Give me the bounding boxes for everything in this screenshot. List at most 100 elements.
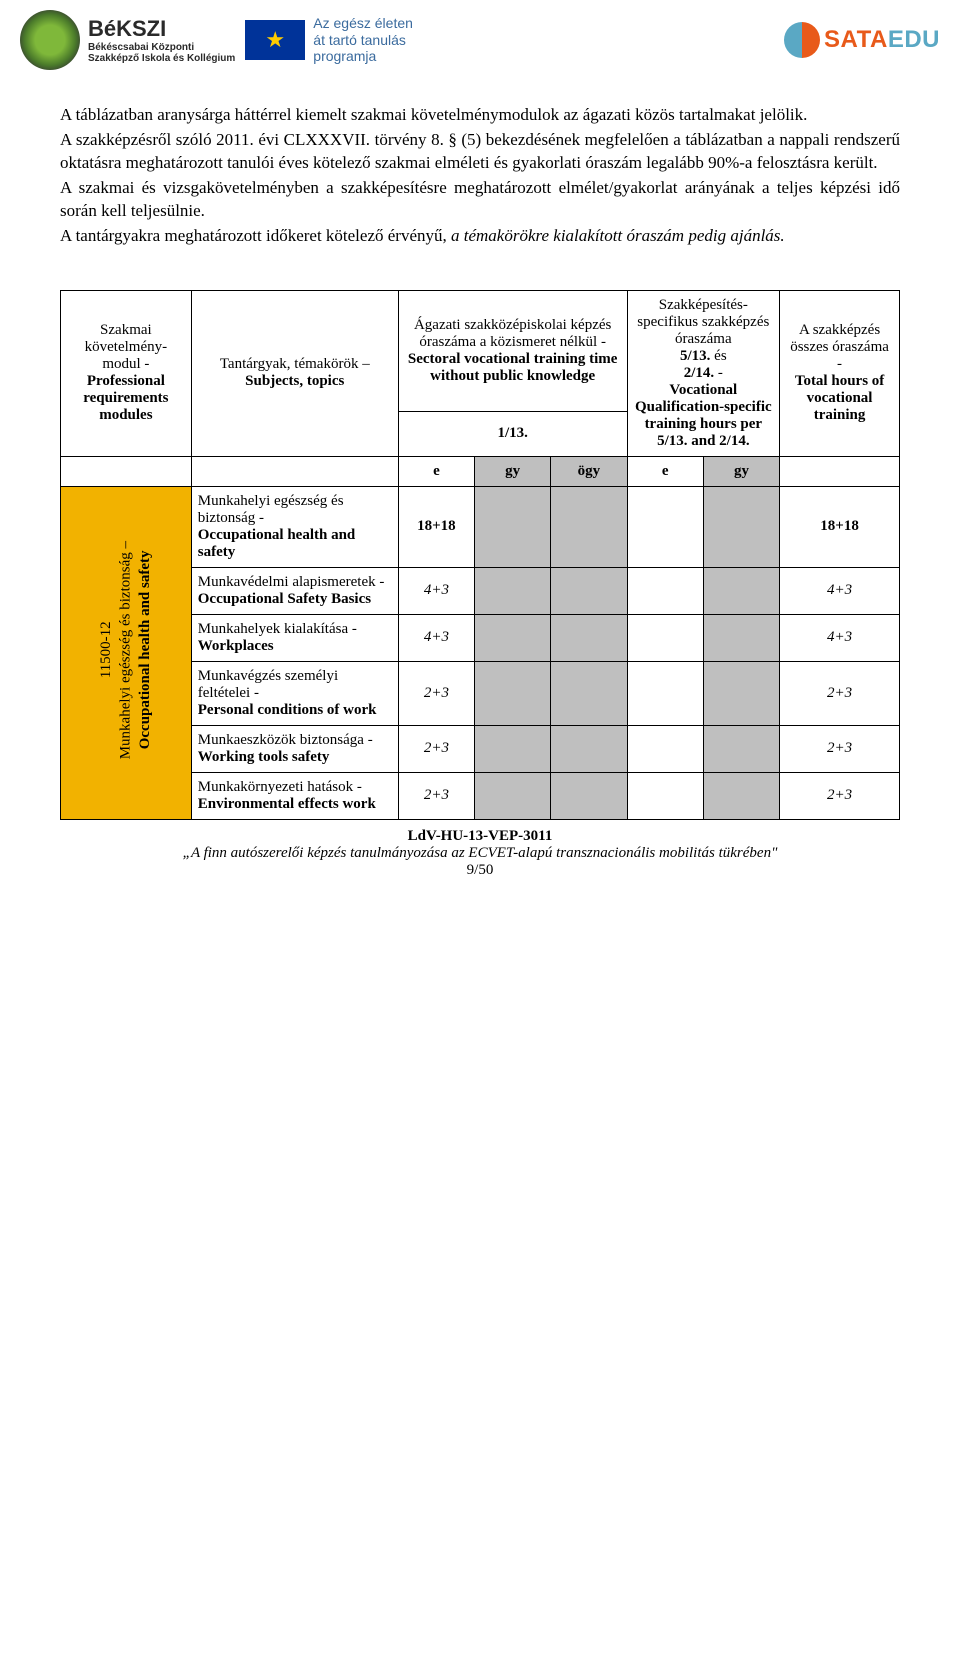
hdr-module-hu: Szakmai követelmény-modul - [85, 322, 167, 372]
val-total-text: 18+18 [820, 518, 859, 534]
hdr-sectoral-hu: Ágazati szakközépiskolai képzés óraszáma… [414, 317, 611, 350]
sub-empty3 [780, 456, 900, 486]
sataedu-name: SATAEDU [824, 26, 940, 54]
val-gy [475, 725, 551, 772]
val-total: 2+3 [780, 725, 900, 772]
paragraph-4: A tantárgyakra meghatározott időkeret kö… [60, 225, 900, 248]
eu-flag-icon: ★ [245, 20, 305, 60]
hdr-specific-d1: per [737, 416, 762, 432]
subject-hu: Munkahelyi egészség és biztonság - [198, 493, 344, 526]
eu-line3: programja [313, 48, 413, 65]
val-total: 2+3 [780, 772, 900, 819]
val-ogy [551, 725, 627, 772]
val-ogy [551, 772, 627, 819]
sub-ogy: ögy [551, 456, 627, 486]
subject-hu: Munkakörnyezeti hatások - [198, 779, 362, 795]
val-ogy [551, 567, 627, 614]
val-e-text: 18+18 [417, 518, 456, 534]
val-e: 4+3 [398, 567, 474, 614]
val-total: 4+3 [780, 567, 900, 614]
subject-cell: Munkahelyi egészség és biztonság - Occup… [191, 486, 398, 567]
subject-cell: Munkavégzés személyi feltételei - Person… [191, 661, 398, 725]
body-paragraphs: A táblázatban aranysárga háttérrel kieme… [0, 80, 960, 270]
hdr-specific-b1: 5/13. [680, 348, 710, 364]
val-total: 4+3 [780, 614, 900, 661]
hdr-sectoral-en: Sectoral vocational training time withou… [408, 351, 618, 384]
subject-en: Environmental effects work [198, 796, 376, 812]
hdr-sectoral-sub-text: 1/13. [497, 425, 527, 441]
subject-hu: Munkahelyek kialakítása - [198, 621, 357, 637]
sataedu-icon [784, 22, 820, 58]
p4-plain: A tantárgyakra meghatározott időkeret kö… [60, 226, 447, 245]
sub-empty1 [61, 456, 192, 486]
val-gy [475, 486, 551, 567]
module-cell: 11500-12 Munkahelyi egészség és biztonsá… [61, 486, 192, 819]
val-gy2 [703, 567, 779, 614]
hdr-sectoral-sub: 1/13. [398, 411, 627, 456]
paragraph-1: A táblázatban aranysárga háttérrel kieme… [60, 104, 900, 127]
hdr-subjects-en: Subjects, topics [245, 373, 344, 389]
val-gy [475, 772, 551, 819]
val-ogy [551, 661, 627, 725]
sataedu-logo: SATAEDU [784, 22, 940, 58]
module-vertical-text: 11500-12 Munkahelyi egészség és biztonsá… [97, 541, 156, 759]
footer-page: 9/50 [0, 862, 960, 879]
hdr-specific-b4: - [714, 365, 723, 381]
eu-logo-block: ★ Az egész életen át tartó tanulás progr… [245, 15, 413, 65]
val-ogy [551, 614, 627, 661]
subject-hu: Munkaeszközök biztonsága - [198, 732, 373, 748]
subject-hu: Munkavégzés személyi feltételei - [198, 668, 338, 701]
subject-cell: Munkahelyek kialakítása - Workplaces [191, 614, 398, 661]
hdr-module: Szakmai követelmény-modul - Professional… [61, 290, 192, 456]
subject-en: Working tools safety [198, 749, 330, 765]
val-gy2 [703, 772, 779, 819]
bekszi-title: BéKSZI [88, 16, 235, 42]
paragraph-2: A szakképzésről szóló 2011. évi CLXXXVII… [60, 129, 900, 175]
sub-empty2 [191, 456, 398, 486]
bekszi-sub2: Szakképző Iskola és Kollégium [88, 53, 235, 64]
hdr-total-en: Total hours of vocational training [795, 373, 884, 423]
eu-text: Az egész életen át tartó tanulás program… [313, 15, 413, 65]
table-subheader-row: e gy ögy e gy [61, 456, 900, 486]
subject-hu: Munkavédelmi alapismeretek - [198, 574, 385, 590]
hdr-specific-b2: és [710, 348, 726, 364]
curriculum-table: Szakmai követelmény-modul - Professional… [60, 290, 900, 820]
hdr-specific-d2: 5/13. and 2/14. [657, 433, 750, 449]
subject-en: Occupational health and safety [198, 527, 356, 560]
subject-cell: Munkakörnyezeti hatások - Environmental … [191, 772, 398, 819]
val-e2 [627, 567, 703, 614]
bekszi-icon [20, 10, 80, 70]
paragraph-3: A szakmai és vizsgakövetelményben a szak… [60, 177, 900, 223]
module-name-hu: Munkahelyi egészség és biztonság – [117, 541, 133, 759]
val-gy [475, 567, 551, 614]
sub-gy: gy [475, 456, 551, 486]
hdr-subjects: Tantárgyak, témakörök – Subjects, topics [191, 290, 398, 456]
val-gy [475, 661, 551, 725]
val-gy [475, 614, 551, 661]
hdr-total: A szakképzés összes óraszáma - Total hou… [780, 290, 900, 456]
eu-line2: át tartó tanulás [313, 32, 413, 49]
val-gy2 [703, 661, 779, 725]
subject-en: Workplaces [198, 638, 274, 654]
p4-italic: a témakörökre kialakított óraszám pedig … [447, 226, 785, 245]
bekszi-text: BéKSZI Békéscsabai Központi Szakképző Is… [88, 16, 235, 64]
header-logos: BéKSZI Békéscsabai Központi Szakképző Is… [0, 0, 960, 80]
val-e2 [627, 661, 703, 725]
val-gy2 [703, 486, 779, 567]
module-code: 11500-12 [98, 622, 114, 679]
subject-cell: Munkaeszközök biztonsága - Working tools… [191, 725, 398, 772]
val-e2 [627, 486, 703, 567]
hdr-subjects-hu: Tantárgyak, témakörök – [220, 356, 370, 372]
sub-e: e [398, 456, 474, 486]
hdr-specific-b3: 2/14. [684, 365, 714, 381]
val-e2 [627, 725, 703, 772]
val-e2 [627, 614, 703, 661]
footer-code: LdV-HU-13-VEP-3011 [0, 828, 960, 845]
eu-line1: Az egész életen [313, 15, 413, 32]
table-header-row: Szakmai követelmény-modul - Professional… [61, 290, 900, 411]
val-e: 2+3 [398, 772, 474, 819]
val-ogy [551, 486, 627, 567]
sub-e2: e [627, 456, 703, 486]
val-e: 2+3 [398, 661, 474, 725]
hdr-sectoral-top: Ágazati szakközépiskolai képzés óraszáma… [398, 290, 627, 411]
